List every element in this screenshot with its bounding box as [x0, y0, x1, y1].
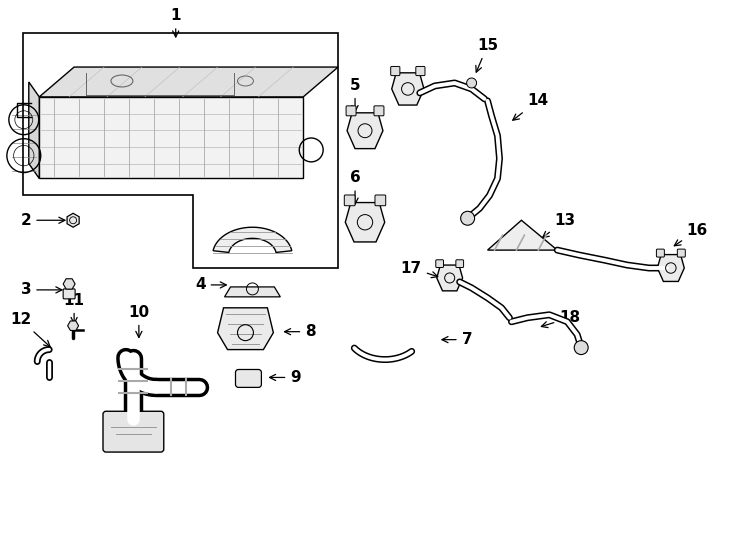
FancyBboxPatch shape	[375, 195, 386, 206]
FancyBboxPatch shape	[390, 66, 400, 76]
FancyBboxPatch shape	[436, 260, 443, 267]
FancyBboxPatch shape	[677, 249, 686, 257]
Polygon shape	[39, 67, 338, 97]
Polygon shape	[39, 97, 303, 179]
Polygon shape	[487, 220, 557, 250]
FancyBboxPatch shape	[344, 195, 355, 206]
FancyBboxPatch shape	[416, 66, 425, 76]
Text: 12: 12	[10, 312, 50, 347]
FancyBboxPatch shape	[656, 249, 664, 257]
Text: 3: 3	[21, 282, 62, 298]
Polygon shape	[392, 73, 424, 105]
FancyBboxPatch shape	[236, 369, 261, 387]
Circle shape	[574, 341, 588, 355]
Text: 17: 17	[401, 260, 437, 278]
Text: 13: 13	[542, 213, 575, 238]
Text: 8: 8	[285, 324, 316, 339]
Polygon shape	[217, 308, 273, 349]
Polygon shape	[347, 113, 383, 148]
Polygon shape	[437, 265, 462, 291]
Text: 11: 11	[64, 293, 84, 323]
Polygon shape	[658, 254, 684, 281]
FancyBboxPatch shape	[63, 289, 75, 299]
Text: 16: 16	[675, 222, 708, 246]
Text: 14: 14	[513, 93, 548, 120]
Circle shape	[467, 78, 476, 88]
Circle shape	[461, 211, 475, 225]
Text: 18: 18	[542, 310, 581, 328]
Text: 9: 9	[269, 370, 301, 385]
Polygon shape	[68, 321, 79, 330]
Text: 4: 4	[195, 278, 226, 293]
FancyBboxPatch shape	[456, 260, 464, 267]
Polygon shape	[213, 227, 292, 253]
Text: 2: 2	[21, 213, 65, 228]
Text: 5: 5	[349, 78, 360, 112]
Text: 7: 7	[442, 332, 472, 347]
Polygon shape	[63, 279, 75, 289]
Polygon shape	[345, 202, 385, 242]
Polygon shape	[225, 287, 280, 297]
Text: 6: 6	[349, 171, 360, 204]
FancyBboxPatch shape	[374, 106, 384, 116]
FancyBboxPatch shape	[346, 106, 356, 116]
Text: 10: 10	[128, 305, 150, 338]
Text: 15: 15	[476, 38, 498, 72]
Text: 1: 1	[170, 8, 181, 37]
Polygon shape	[29, 82, 39, 179]
Polygon shape	[67, 213, 79, 227]
FancyBboxPatch shape	[103, 411, 164, 452]
